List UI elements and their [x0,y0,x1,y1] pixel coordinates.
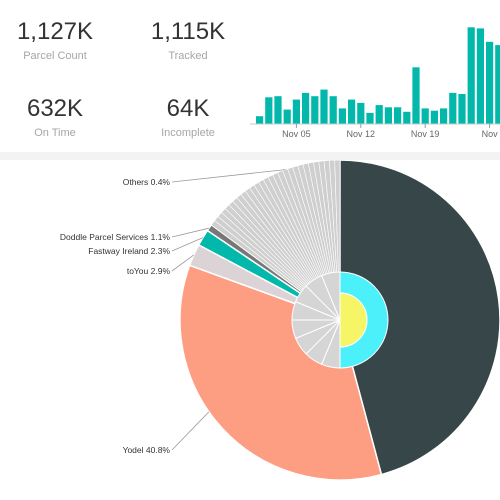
kpi-card-tracked[interactable]: 1,115K Tracked [133,18,243,63]
bar[interactable] [302,92,310,124]
carrier-share-panel: Others 0.4% Doddle Parcel Services 1.1% Fa… [0,160,500,500]
bar[interactable] [394,107,402,124]
kpi-card-incomplete[interactable]: 64K Incomplete [133,95,243,140]
bar[interactable] [486,41,494,124]
kpi-value: 64K [166,95,210,122]
x-axis-ticks: Nov 05 Nov 12 Nov 19 Nov [282,124,498,139]
slice-label: Yodel 40.8% [123,445,171,455]
label-leader-line [171,227,209,238]
bar[interactable] [467,27,475,124]
bar[interactable] [421,108,429,124]
bar[interactable] [348,99,356,124]
bar[interactable] [338,108,346,124]
bar[interactable] [458,94,466,124]
slice-label: toYou 2.9% [127,266,171,276]
bar[interactable] [412,67,420,124]
bar[interactable] [403,111,411,124]
kpi-label: Incomplete [161,127,215,139]
slice-unlabeled-dark[interactable] [339,160,500,476]
bar[interactable] [265,97,273,124]
kpi-label: Tracked [168,50,208,62]
bar[interactable] [495,45,500,124]
daily-parcels-bar-chart[interactable]: Nov 05 Nov 12 Nov 19 Nov [250,10,500,142]
bar[interactable] [311,96,319,124]
x-tick-label: Nov 19 [411,129,440,139]
kpi-card-on-time[interactable]: 632K On Time [0,95,110,140]
bar[interactable] [329,96,337,124]
x-tick-label: Nov 12 [347,129,376,139]
bar[interactable] [430,110,438,124]
bar[interactable] [292,99,300,124]
kpi-label: On Time [34,127,76,139]
bar[interactable] [274,96,282,124]
kpi-value: 1,127K [16,18,94,45]
slice-label: Doddle Parcel Services 1.1% [60,232,171,242]
slice-label: Fastway Ireland 2.3% [88,246,170,256]
bar[interactable] [384,107,392,124]
slice-labels: Others 0.4% Doddle Parcel Services 1.1% Fa… [60,169,286,455]
kpi-card-parcel-count[interactable]: 1,127K Parcel Count [0,18,110,63]
bar[interactable] [320,89,328,124]
inner-center-segment[interactable] [339,292,368,348]
kpi-panel: 1,127K Parcel Count 1,115K Tracked 632K … [0,0,500,152]
bar[interactable] [366,112,374,124]
bar[interactable] [449,92,457,124]
bar[interactable] [283,109,291,124]
carrier-share-sunburst-chart[interactable]: Others 0.4% Doddle Parcel Services 1.1% Fa… [0,160,500,500]
x-tick-label: Nov 05 [282,129,311,139]
bar[interactable] [256,116,264,124]
kpi-label: Parcel Count [23,50,87,62]
bar-series [256,27,500,124]
inner-small-segment[interactable] [320,271,341,321]
x-tick-label: Nov [482,129,499,139]
label-leader-line [171,237,204,252]
bar[interactable] [357,102,365,124]
kpi-value: 1,115K [150,18,226,45]
inner-ring [291,271,389,369]
bar[interactable] [476,28,484,124]
bar[interactable] [440,108,448,124]
label-leader-line [171,254,195,272]
bar[interactable] [375,105,383,124]
slice-label: Others 0.4% [123,177,171,187]
kpi-value: 632K [26,95,84,122]
label-leader-line [171,411,210,451]
label-leader-line [171,169,286,183]
